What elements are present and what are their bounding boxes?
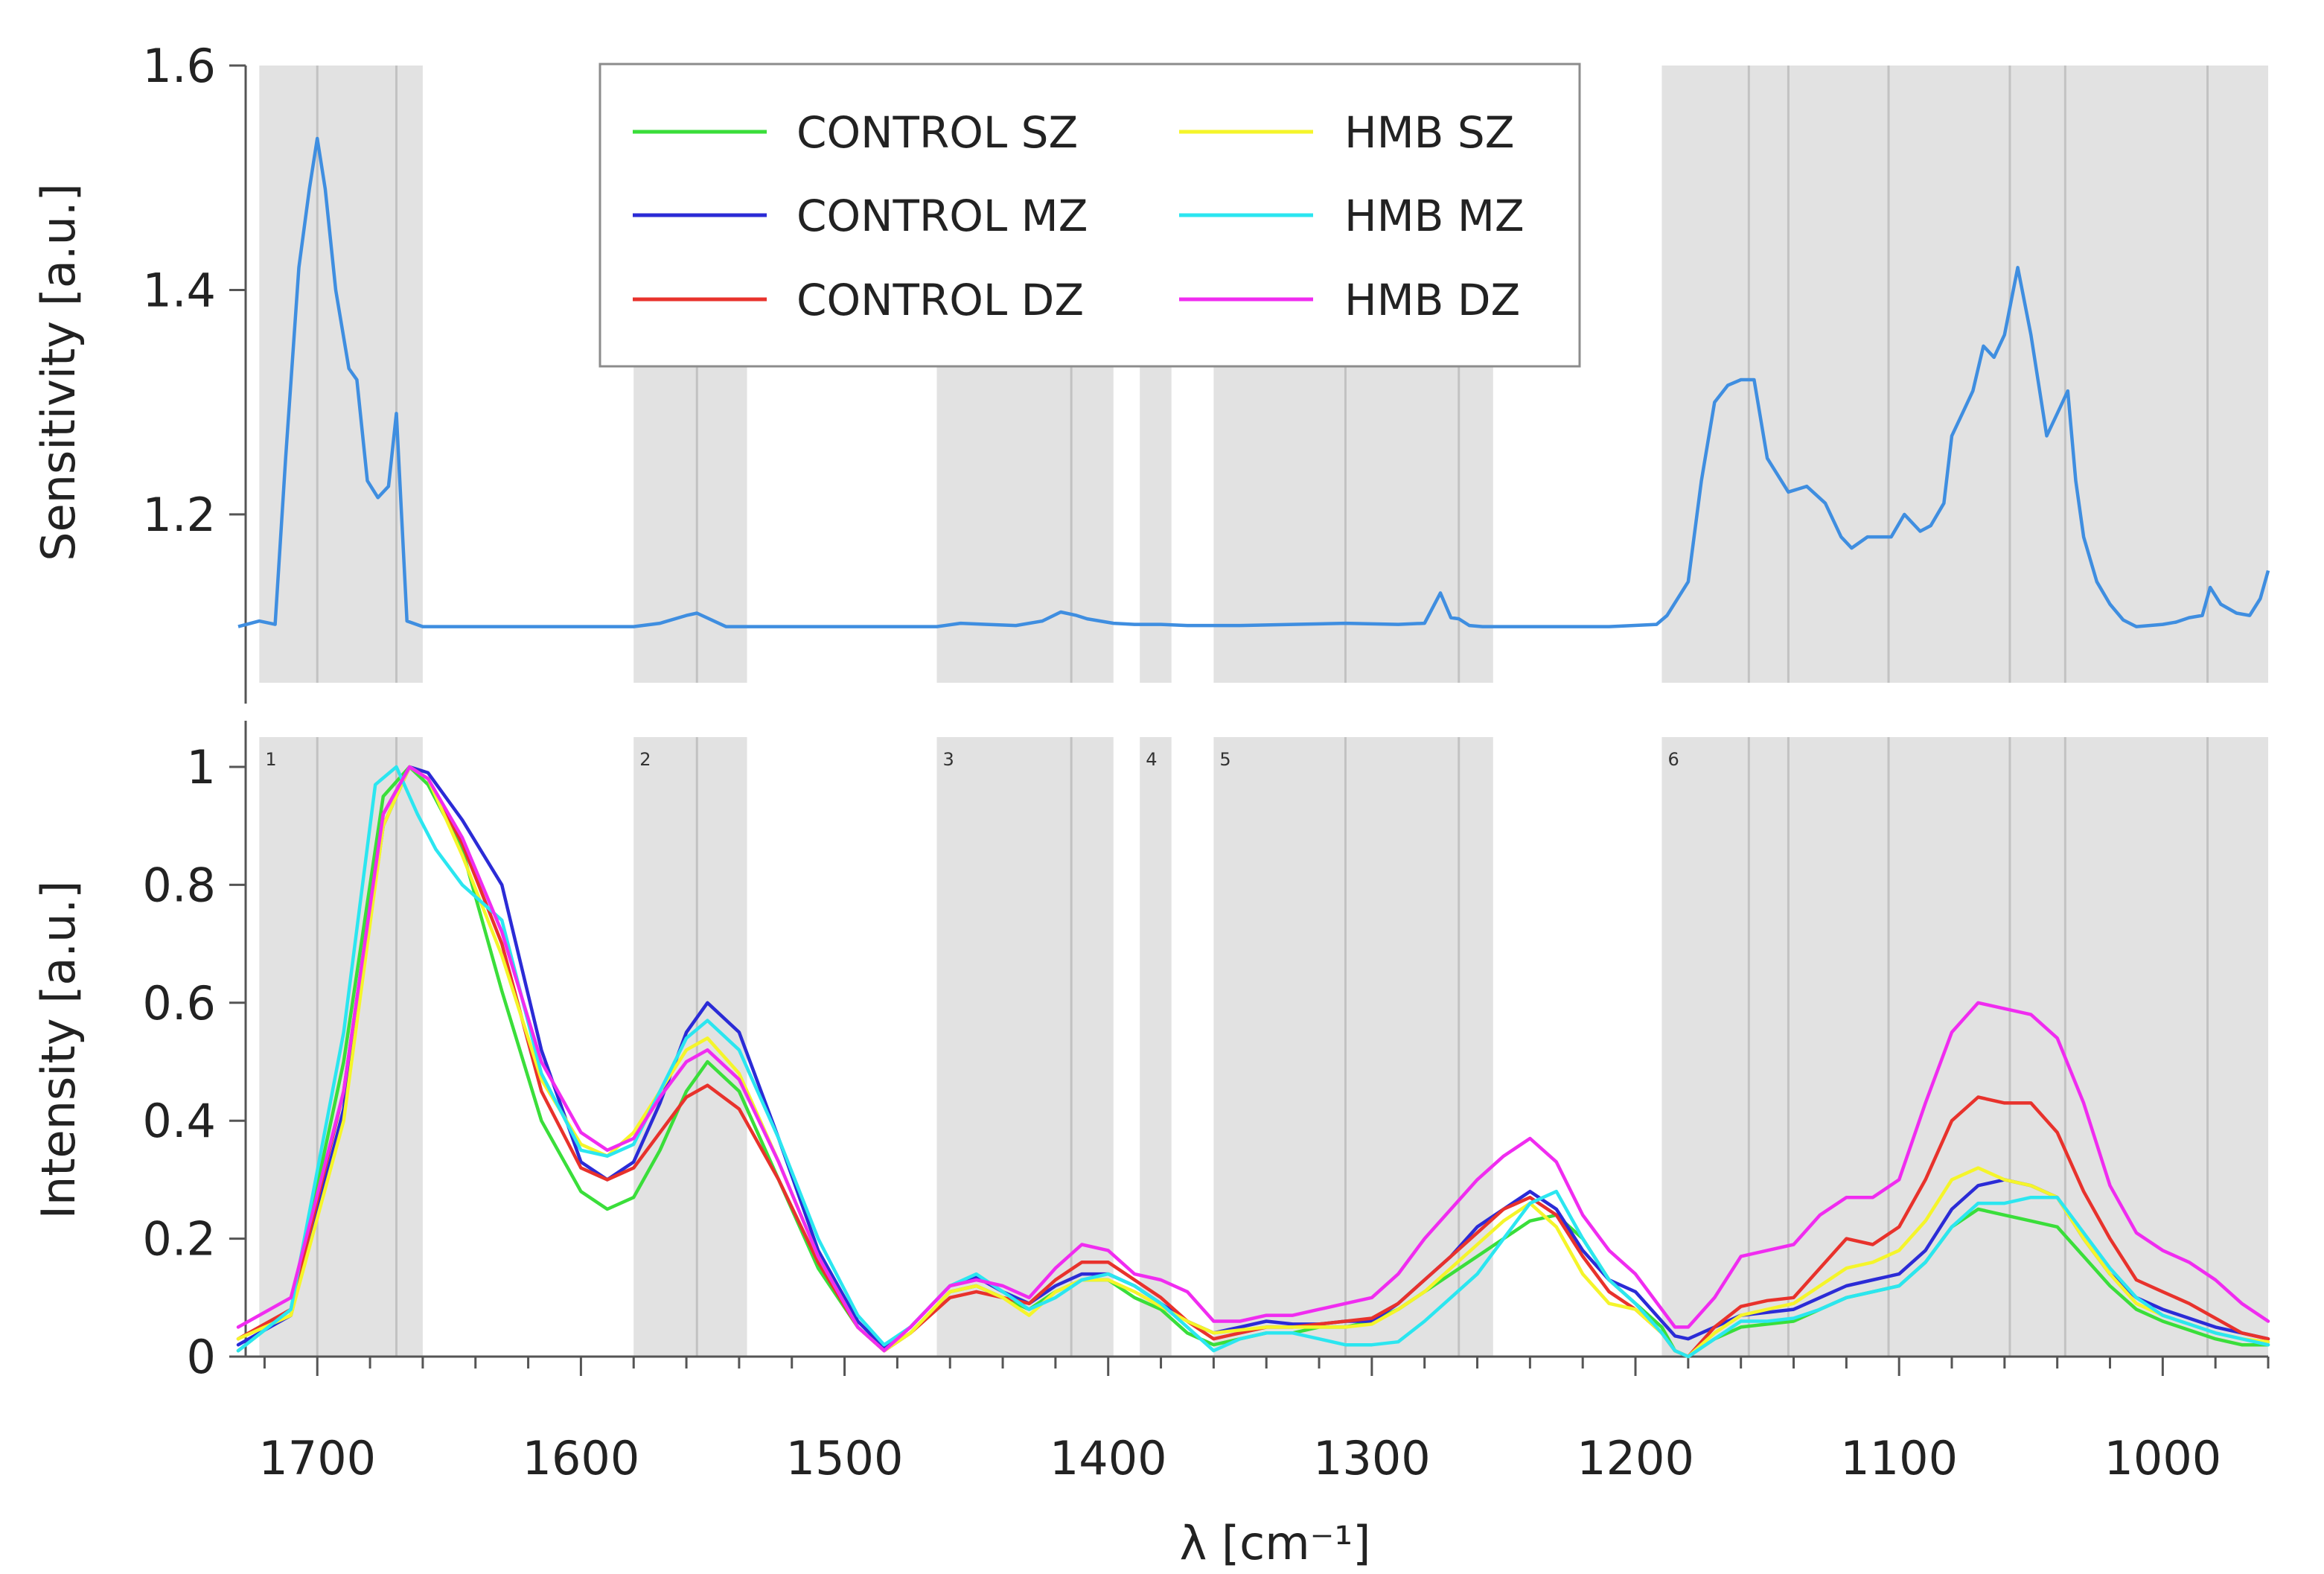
series-line-sensitivity <box>237 136 2270 628</box>
series-line-hmb-dz <box>236 765 2270 1353</box>
series-line-hmb-mz <box>236 765 2270 1359</box>
top-y-tick-label: 1.4 <box>142 263 216 317</box>
legend-label-hmb-mz: HMB MZ <box>1344 191 1525 241</box>
band-bottom-4 <box>1140 737 1172 1357</box>
band-bottom-6 <box>1661 737 2268 1357</box>
band-top-6 <box>1661 66 2268 683</box>
series-line-control-dz <box>236 765 2270 1359</box>
x-tick-label: 1100 <box>1840 1431 1958 1485</box>
sensitivity-plot <box>237 136 2270 628</box>
band-bottom-3 <box>936 737 1114 1357</box>
x-axis-title: λ [cm⁻¹] <box>1180 1516 1371 1570</box>
x-tick-label: 1400 <box>1050 1431 1167 1485</box>
legend-label-control-sz: CONTROL SZ <box>797 107 1078 158</box>
top-y-tick-label: 1.6 <box>142 39 216 93</box>
legend-label-control-mz: CONTROL MZ <box>797 191 1088 241</box>
legend-label-hmb-dz: HMB DZ <box>1344 275 1520 325</box>
bottom-y-tick-label: 0.6 <box>142 976 216 1030</box>
x-tick-label: 1300 <box>1313 1431 1431 1485</box>
bottom-y-tick-label: 0.8 <box>142 858 216 912</box>
bottom-y-tick-label: 0 <box>187 1330 216 1384</box>
band-number-4: 4 <box>1146 749 1157 770</box>
top-y-tick-label: 1.2 <box>142 488 216 542</box>
x-tick-label: 1600 <box>523 1431 640 1485</box>
intensity-plot <box>236 765 2270 1359</box>
bottom-y-tick-label: 1 <box>187 740 216 794</box>
band-number-6: 6 <box>1667 749 1679 770</box>
axes: 1.2 1.4 1.6 0 0.2 0.4 0.6 0.8 1 1700 1600 1500 1400 1… <box>142 39 2270 1485</box>
legend-label-hmb-sz: HMB SZ <box>1344 107 1514 158</box>
bottom-y-tick-label: 0.4 <box>142 1094 216 1148</box>
bottom-y-axis-title: Intensity [a.u.] <box>31 881 86 1220</box>
band-bottom-5 <box>1213 737 1493 1357</box>
x-tick-label: 1500 <box>786 1431 904 1485</box>
x-tick-label: 1700 <box>258 1431 376 1485</box>
band-number-1: 1 <box>265 749 276 770</box>
band-number-3: 3 <box>943 749 954 770</box>
legend-label-control-dz: CONTROL DZ <box>797 275 1084 325</box>
top-y-axis-title: Sensitivity [a.u.] <box>31 183 86 561</box>
x-tick-label: 1000 <box>2104 1431 2221 1485</box>
bottom-y-tick-label: 0.2 <box>142 1212 216 1266</box>
band-top-1 <box>259 66 423 683</box>
band-number-2: 2 <box>639 749 651 770</box>
band-number-5: 5 <box>1219 749 1230 770</box>
legend: CONTROL SZ CONTROL MZ CONTROL DZ HMB SZ … <box>598 63 1581 368</box>
x-tick-label: 1200 <box>1577 1431 1694 1485</box>
